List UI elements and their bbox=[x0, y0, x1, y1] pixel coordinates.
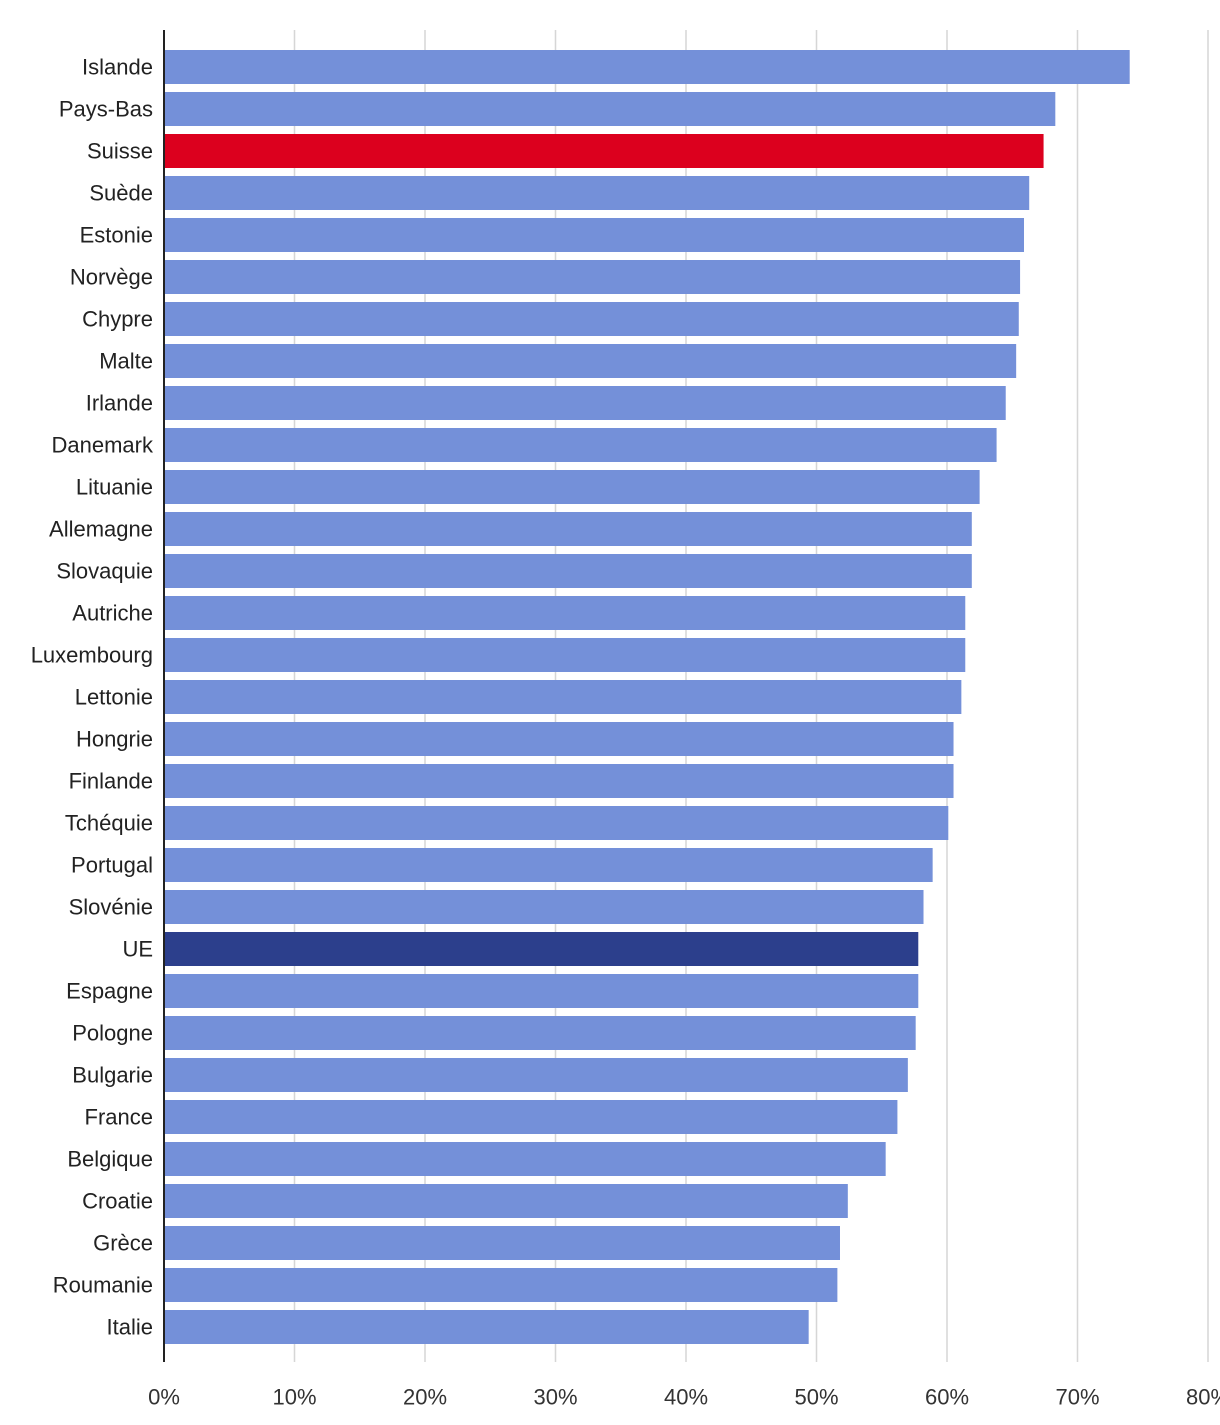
bar-luxembourg bbox=[164, 638, 966, 672]
category-labels: Islande Pays-Bas Suisse Suède Estonie Norvège… bbox=[31, 55, 154, 1340]
category-label-roumanie: Roumanie bbox=[53, 1273, 153, 1298]
category-label-slovaquie: Slovaquie bbox=[56, 559, 153, 584]
category-label-lettonie: Lettonie bbox=[75, 685, 153, 710]
bar-belgique bbox=[164, 1142, 886, 1176]
category-label-slovenie: Slovénie bbox=[69, 895, 153, 920]
bar-pays-bas bbox=[164, 92, 1056, 126]
bar-suisse bbox=[164, 134, 1044, 168]
x-tick-label-60pct: 60% bbox=[925, 1385, 969, 1410]
category-label-estonie: Estonie bbox=[80, 223, 153, 248]
bar-roumanie bbox=[164, 1268, 838, 1302]
category-label-allemagne: Allemagne bbox=[49, 517, 153, 542]
bar-danemark bbox=[164, 428, 997, 462]
bar-lettonie bbox=[164, 680, 962, 714]
bar-hongrie bbox=[164, 722, 954, 756]
category-label-croatie: Croatie bbox=[82, 1189, 153, 1214]
category-label-danemark: Danemark bbox=[52, 433, 154, 458]
category-label-belgique: Belgique bbox=[67, 1147, 153, 1172]
bar-italie bbox=[164, 1310, 809, 1344]
category-label-portugal: Portugal bbox=[71, 853, 153, 878]
category-label-luxembourg: Luxembourg bbox=[31, 643, 153, 668]
category-label-finlande: Finlande bbox=[69, 769, 153, 794]
bar-espagne bbox=[164, 974, 919, 1008]
x-tick-label-70pct: 70% bbox=[1055, 1385, 1099, 1410]
category-label-chypre: Chypre bbox=[82, 307, 153, 332]
x-axis-ticks: 0% 10% 20% 30% 40% 50% 60% 70% 80% bbox=[148, 1385, 1220, 1410]
bar-autriche bbox=[164, 596, 966, 630]
bar-tchequie bbox=[164, 806, 949, 840]
x-tick-label-50pct: 50% bbox=[794, 1385, 838, 1410]
bar-ue bbox=[164, 932, 919, 966]
category-label-espagne: Espagne bbox=[66, 979, 153, 1004]
category-label-suisse: Suisse bbox=[87, 139, 153, 164]
x-tick-label-0pct: 0% bbox=[148, 1385, 180, 1410]
bar-bulgarie bbox=[164, 1058, 908, 1092]
x-tick-label-30pct: 30% bbox=[533, 1385, 577, 1410]
bar-irlande bbox=[164, 386, 1006, 420]
bar-suede bbox=[164, 176, 1030, 210]
category-label-autriche: Autriche bbox=[72, 601, 153, 626]
category-label-ue: UE bbox=[122, 937, 153, 962]
category-label-hongrie: Hongrie bbox=[76, 727, 153, 752]
bar-estonie bbox=[164, 218, 1024, 252]
category-label-suede: Suède bbox=[89, 181, 153, 206]
bars bbox=[164, 50, 1130, 1344]
bar-finlande bbox=[164, 764, 954, 798]
category-label-france: France bbox=[85, 1105, 153, 1130]
x-tick-label-10pct: 10% bbox=[272, 1385, 316, 1410]
bar-allemagne bbox=[164, 512, 972, 546]
x-tick-label-20pct: 20% bbox=[403, 1385, 447, 1410]
category-label-tchequie: Tchéquie bbox=[65, 811, 153, 836]
bar-slovenie bbox=[164, 890, 924, 924]
bar-slovaquie bbox=[164, 554, 972, 588]
category-label-lituanie: Lituanie bbox=[76, 475, 153, 500]
x-tick-label-80pct: 80% bbox=[1186, 1385, 1220, 1410]
bar-islande bbox=[164, 50, 1130, 84]
bar-chypre bbox=[164, 302, 1019, 336]
bar-croatie bbox=[164, 1184, 848, 1218]
category-label-malte: Malte bbox=[99, 349, 153, 374]
bar-portugal bbox=[164, 848, 933, 882]
category-label-grece: Grèce bbox=[93, 1231, 153, 1256]
bar-france bbox=[164, 1100, 898, 1134]
bar-norvege bbox=[164, 260, 1021, 294]
bar-lituanie bbox=[164, 470, 980, 504]
category-label-italie: Italie bbox=[107, 1315, 153, 1340]
category-label-pologne: Pologne bbox=[72, 1021, 153, 1046]
bar-grece bbox=[164, 1226, 840, 1260]
category-label-islande: Islande bbox=[82, 55, 153, 80]
category-label-pays-bas: Pays-Bas bbox=[59, 97, 153, 122]
bar-pologne bbox=[164, 1016, 916, 1050]
category-label-irlande: Irlande bbox=[86, 391, 153, 416]
bar-malte bbox=[164, 344, 1017, 378]
x-tick-label-40pct: 40% bbox=[664, 1385, 708, 1410]
category-label-norvege: Norvège bbox=[70, 265, 153, 290]
category-label-bulgarie: Bulgarie bbox=[72, 1063, 153, 1088]
